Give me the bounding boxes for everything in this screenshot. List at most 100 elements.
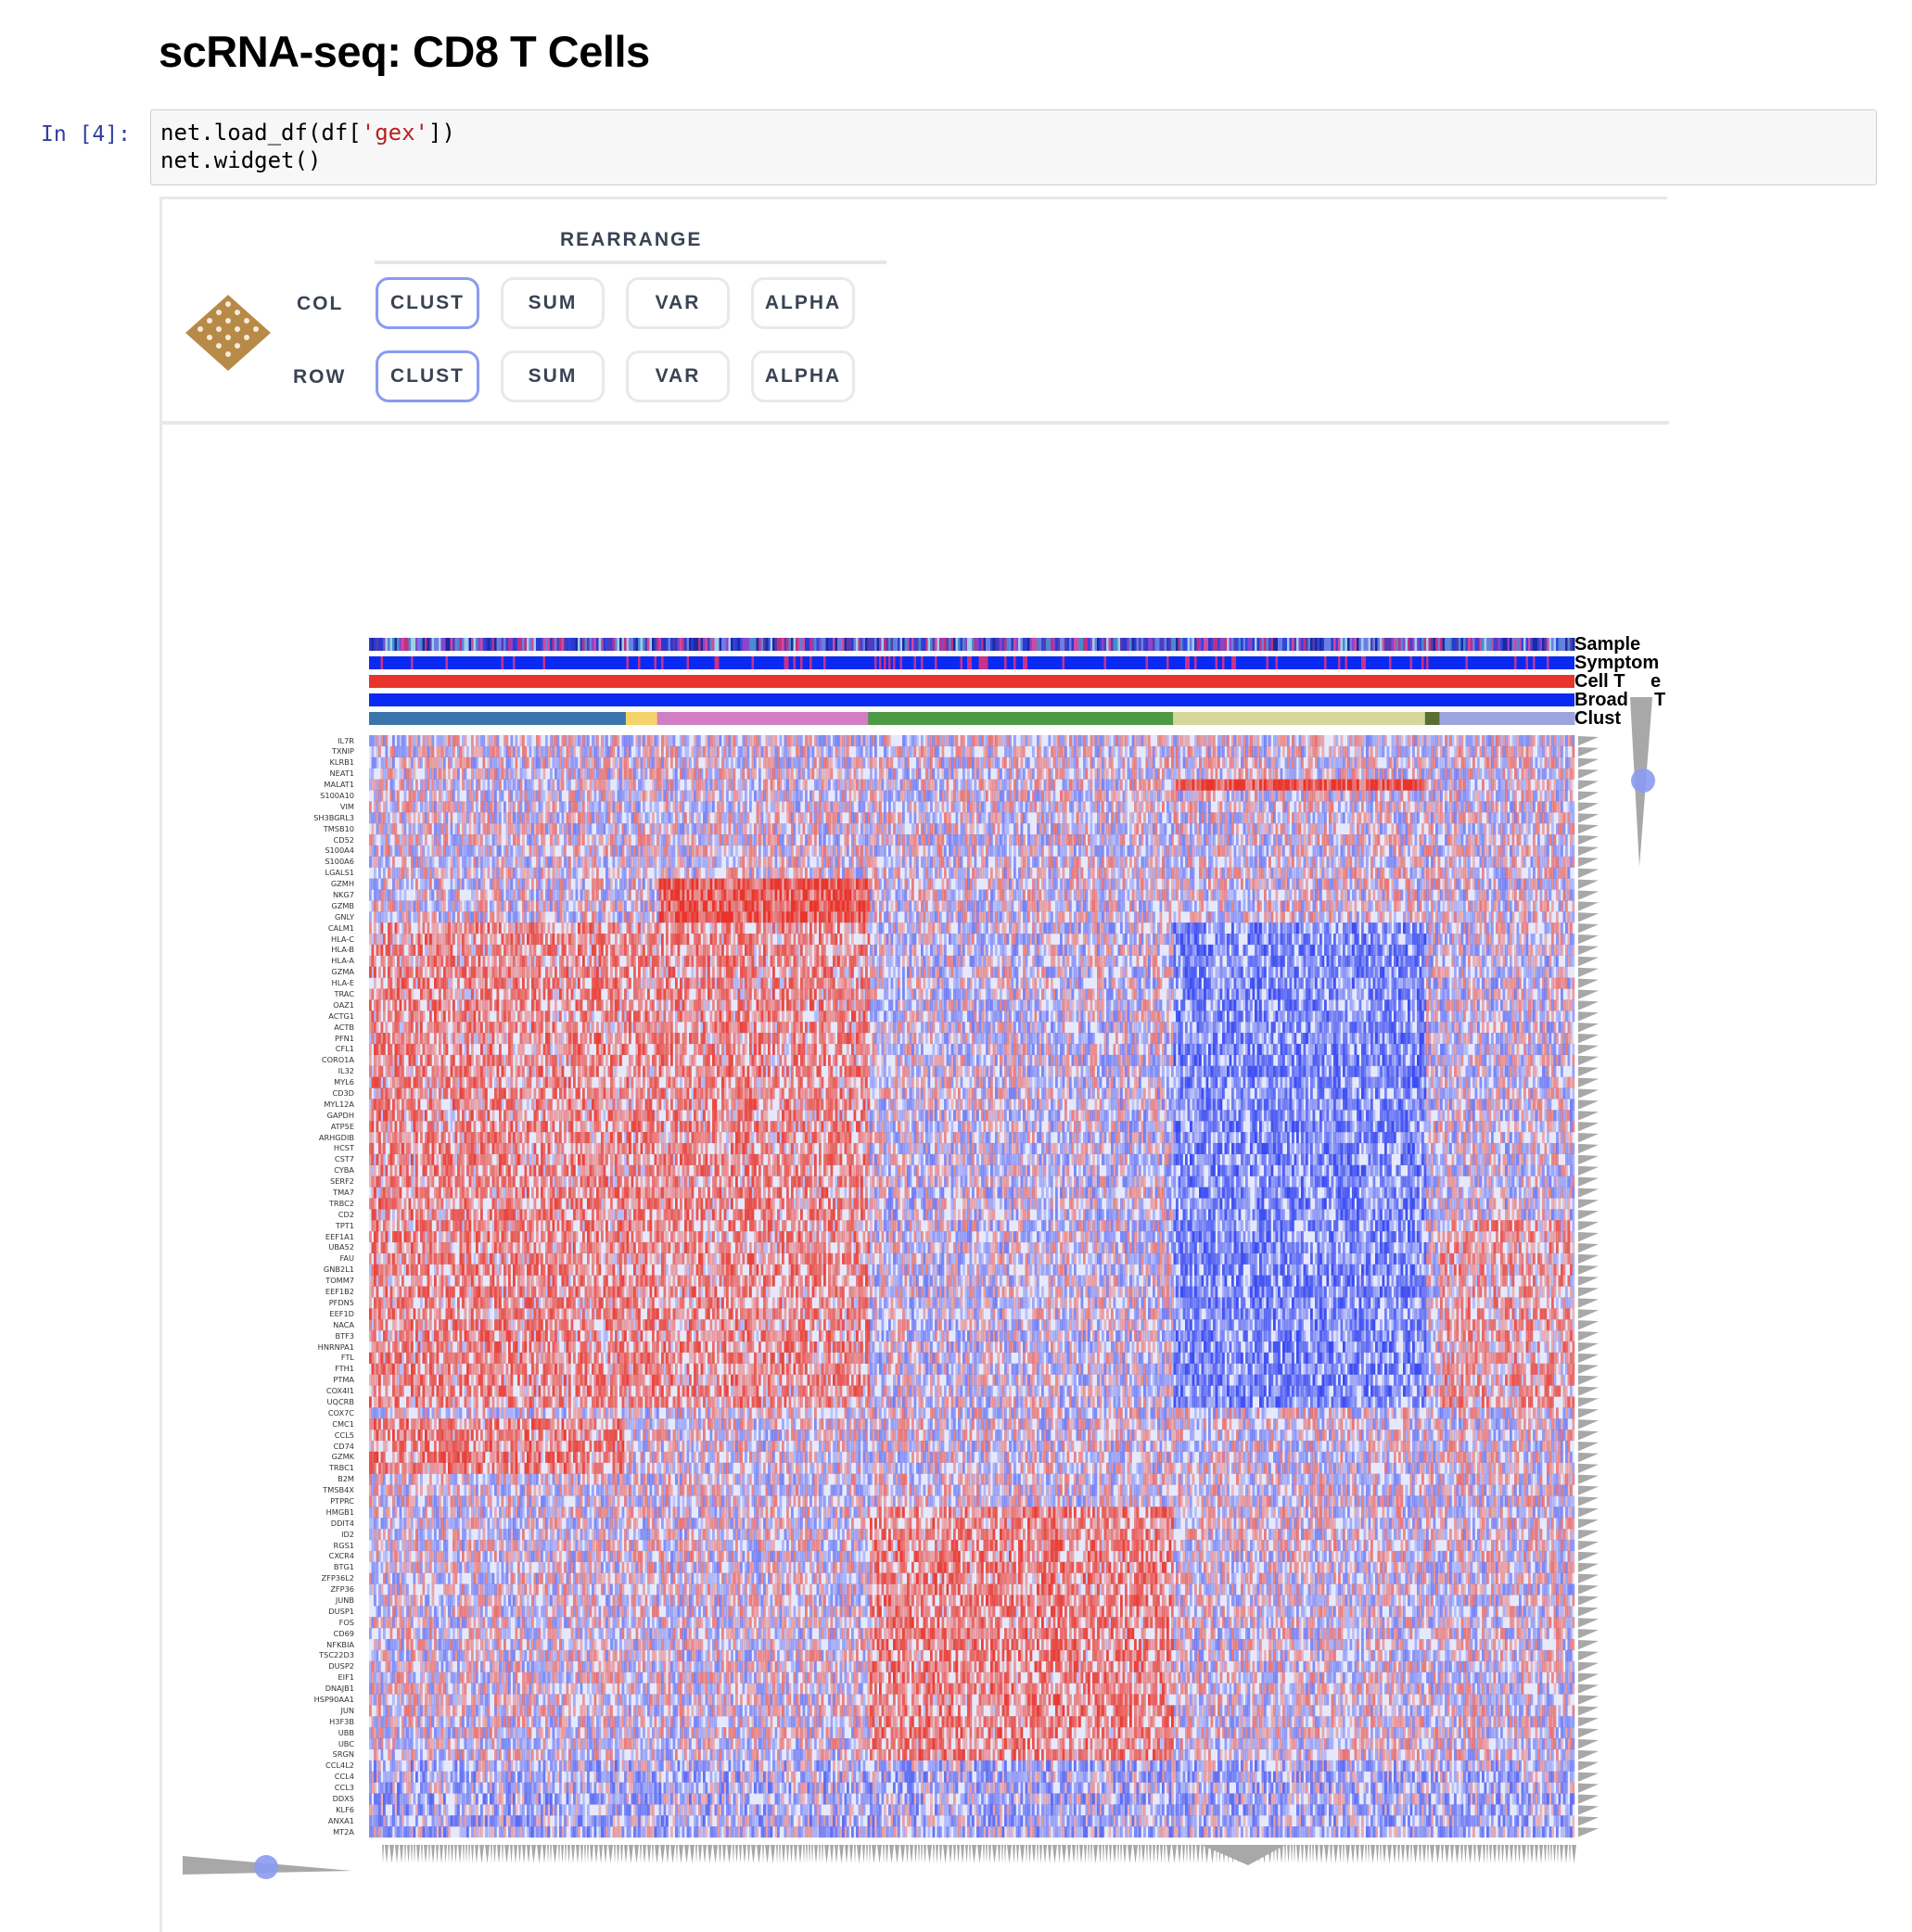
- row-label-gene[interactable]: BTG1: [334, 1563, 354, 1570]
- row-label-gene[interactable]: FOS: [339, 1619, 354, 1626]
- row-label-gene[interactable]: MYL12A: [324, 1100, 354, 1108]
- row-label-gene[interactable]: GAPDH: [327, 1112, 354, 1119]
- row-label-gene[interactable]: EEF1A1: [325, 1233, 354, 1240]
- row-label-gene[interactable]: IL32: [338, 1067, 354, 1074]
- row-label-gene[interactable]: CCL4L2: [325, 1761, 354, 1769]
- row-label-gene[interactable]: EEF1B2: [325, 1288, 354, 1295]
- row-label-gene[interactable]: TRAC: [334, 990, 354, 998]
- row-label-gene[interactable]: ZFP36: [330, 1585, 354, 1593]
- row-label-gene[interactable]: UBC: [338, 1740, 354, 1748]
- row-label-gene[interactable]: CALM1: [328, 924, 354, 932]
- row-label-gene[interactable]: TRBC2: [329, 1200, 354, 1207]
- row-label-gene[interactable]: ID2: [341, 1531, 354, 1538]
- row-label-gene[interactable]: CD74: [334, 1443, 354, 1450]
- row-label-gene[interactable]: UBB: [338, 1729, 354, 1736]
- row-label-gene[interactable]: PFDN5: [329, 1299, 354, 1306]
- row-label-gene[interactable]: GNB2L1: [324, 1265, 354, 1273]
- row-sum-button[interactable]: SUM: [501, 350, 605, 402]
- row-label-gene[interactable]: TOMM7: [325, 1277, 354, 1284]
- row-label-gene[interactable]: CYBA: [334, 1166, 354, 1174]
- row-label-gene[interactable]: TSC22D3: [319, 1651, 354, 1659]
- row-label-gene[interactable]: BTF3: [335, 1332, 354, 1340]
- row-label-gene[interactable]: MYL6: [334, 1078, 354, 1086]
- row-label-gene[interactable]: NACA: [333, 1321, 354, 1328]
- row-label-gene[interactable]: CST7: [335, 1155, 354, 1163]
- row-var-button[interactable]: VAR: [626, 350, 730, 402]
- row-label-gene[interactable]: KLF6: [336, 1806, 354, 1813]
- row-label-gene[interactable]: PTPRC: [330, 1497, 354, 1505]
- row-label-gene[interactable]: ACTB: [334, 1023, 354, 1031]
- row-label-gene[interactable]: NKG7: [333, 891, 354, 898]
- row-label-gene[interactable]: IL7R: [338, 737, 354, 744]
- row-label-gene[interactable]: CMC1: [332, 1420, 354, 1428]
- row-label-gene[interactable]: DDX5: [333, 1795, 354, 1802]
- row-label-gene[interactable]: HLA-B: [331, 946, 354, 953]
- row-label-gene[interactable]: ACTG1: [328, 1012, 354, 1020]
- row-label-gene[interactable]: ANXA1: [328, 1817, 354, 1824]
- row-label-gene[interactable]: H3F3B: [329, 1718, 354, 1725]
- row-label-gene[interactable]: PTMA: [333, 1376, 354, 1383]
- row-label-gene[interactable]: CD3D: [332, 1089, 354, 1097]
- row-label-gene[interactable]: ATP5E: [331, 1123, 354, 1130]
- row-label-gene[interactable]: HMGB1: [326, 1508, 354, 1516]
- col-alpha-button[interactable]: ALPHA: [751, 277, 855, 329]
- row-label-gene[interactable]: TMA7: [333, 1188, 354, 1196]
- row-label-gene[interactable]: UQCRB: [327, 1398, 354, 1405]
- row-label-gene[interactable]: GZMH: [331, 880, 354, 887]
- row-alpha-button[interactable]: ALPHA: [751, 350, 855, 402]
- row-label-gene[interactable]: SERF2: [330, 1177, 354, 1185]
- row-label-gene[interactable]: COX7C: [328, 1409, 354, 1417]
- row-label-gene[interactable]: CXCR4: [329, 1552, 354, 1559]
- row-label-gene[interactable]: DNAJB1: [325, 1684, 354, 1692]
- row-label-gene[interactable]: ZFP36L2: [322, 1574, 354, 1582]
- row-label-gene[interactable]: FAU: [339, 1254, 354, 1262]
- row-label-gene[interactable]: ARHGDIB: [319, 1134, 354, 1141]
- row-label-gene[interactable]: TPT1: [336, 1222, 354, 1229]
- col-sum-button[interactable]: SUM: [501, 277, 605, 329]
- row-label-gene[interactable]: GZMK: [332, 1453, 354, 1460]
- col-clust-button[interactable]: CLUST: [376, 277, 479, 329]
- row-label-gene[interactable]: GZMA: [331, 968, 354, 975]
- row-label-gene[interactable]: GZMB: [331, 902, 354, 909]
- row-label-gene[interactable]: CORO1A: [322, 1056, 354, 1063]
- row-label-gene[interactable]: UBA52: [328, 1243, 354, 1251]
- row-label-gene[interactable]: DDIT4: [331, 1519, 354, 1527]
- row-label-gene[interactable]: FTL: [341, 1354, 354, 1361]
- row-label-gene[interactable]: VIM: [340, 803, 354, 810]
- row-label-gene[interactable]: HNRNPA1: [318, 1343, 354, 1351]
- row-label-gene[interactable]: CCL4: [335, 1773, 354, 1780]
- row-clust-button[interactable]: CLUST: [376, 350, 479, 402]
- row-label-gene[interactable]: MALAT1: [324, 781, 354, 788]
- row-label-gene[interactable]: LGALS1: [325, 869, 354, 876]
- row-label-gene[interactable]: RGS1: [334, 1542, 354, 1549]
- row-label-gene[interactable]: NFKBIA: [326, 1641, 354, 1648]
- col-var-button[interactable]: VAR: [626, 277, 730, 329]
- row-label-gene[interactable]: COX4I1: [326, 1387, 354, 1394]
- row-label-gene[interactable]: HLA-A: [331, 957, 354, 964]
- row-label-gene[interactable]: FTH1: [335, 1365, 354, 1372]
- row-label-gene[interactable]: HLA-C: [331, 935, 354, 943]
- row-label-gene[interactable]: NEAT1: [330, 769, 354, 777]
- row-label-gene[interactable]: S100A6: [325, 858, 354, 865]
- row-label-gene[interactable]: CFL1: [336, 1045, 354, 1052]
- row-label-gene[interactable]: S100A10: [320, 792, 354, 799]
- row-label-gene[interactable]: JUNB: [336, 1596, 354, 1604]
- row-label-gene[interactable]: CD69: [334, 1630, 354, 1637]
- row-label-gene[interactable]: CD2: [338, 1211, 354, 1218]
- row-label-gene[interactable]: SRGN: [333, 1750, 354, 1758]
- row-label-gene[interactable]: MT2A: [333, 1828, 354, 1836]
- row-label-gene[interactable]: B2M: [338, 1475, 354, 1482]
- row-label-gene[interactable]: JUN: [340, 1707, 354, 1714]
- row-label-gene[interactable]: TMSB10: [324, 825, 354, 833]
- row-label-gene[interactable]: CD52: [334, 836, 354, 844]
- row-label-gene[interactable]: TXNIP: [332, 747, 354, 755]
- row-label-gene[interactable]: HLA-E: [332, 979, 354, 986]
- row-label-gene[interactable]: HCST: [334, 1144, 354, 1151]
- row-label-gene[interactable]: DUSP2: [328, 1662, 354, 1670]
- row-label-gene[interactable]: EEF1D: [329, 1310, 354, 1317]
- row-label-gene[interactable]: S100A4: [325, 846, 354, 854]
- row-label-gene[interactable]: PFN1: [335, 1035, 354, 1042]
- row-label-gene[interactable]: CCL5: [335, 1431, 354, 1439]
- code-cell[interactable]: net.load_df(df['gex']) net.widget(): [150, 109, 1877, 185]
